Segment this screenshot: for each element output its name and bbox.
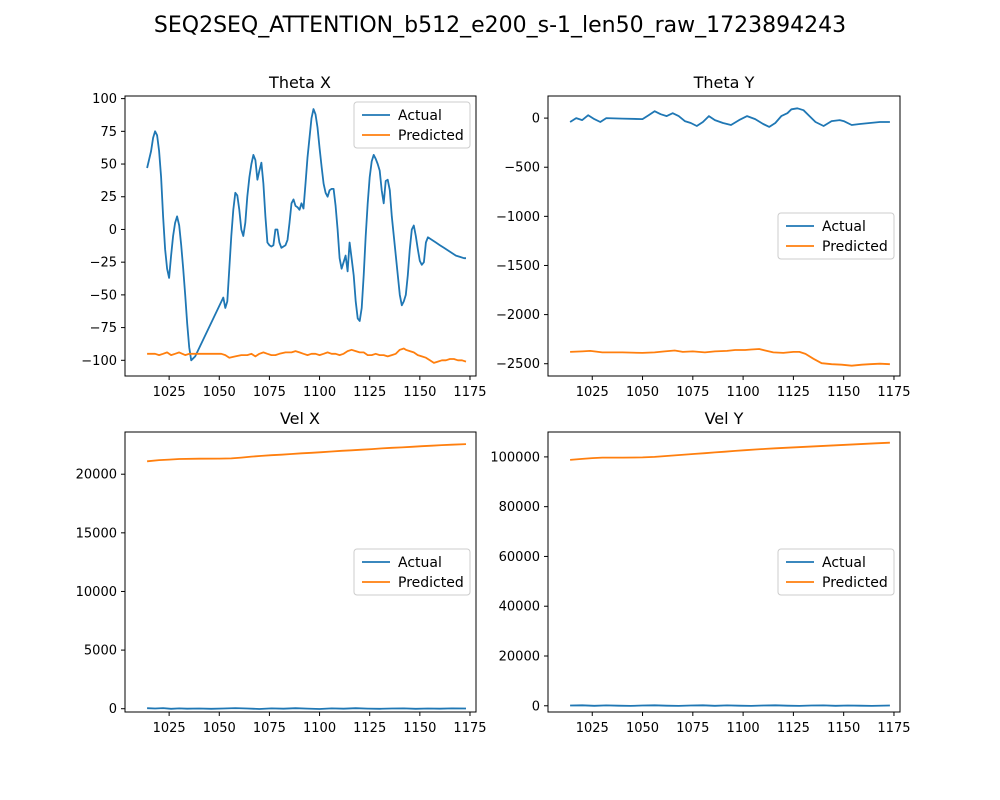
axes-frame [124, 431, 477, 713]
x-tick-label: 1050 [626, 385, 659, 400]
legend: Actual Predicted [353, 548, 471, 596]
x-tick-label: 1125 [353, 721, 386, 736]
legend: Actual Predicted [777, 548, 895, 596]
y-tick-label: −50 [90, 288, 117, 303]
y-tick-label: −75 [90, 321, 117, 336]
x-tick-label: 1075 [253, 385, 286, 400]
x-tick-label: 1150 [403, 721, 436, 736]
legend-label: Predicted [822, 575, 888, 591]
x-tick-label: 1175 [877, 385, 910, 400]
y-tick-label: 80000 [499, 500, 540, 515]
legend-label: Predicted [398, 575, 464, 591]
legend-label: Actual [822, 219, 866, 235]
x-tick-label: 1100 [303, 721, 336, 736]
y-tick-label: 20000 [499, 650, 540, 665]
y-tick-label: 40000 [499, 600, 540, 615]
legend: Actual Predicted [777, 212, 895, 260]
legend-box [353, 548, 471, 596]
axes-frame [124, 95, 477, 377]
subplot-theta-x: Theta X 1025 1050 1075 1100 1125 1150 1175 −100… [81, 73, 486, 400]
y-tick-label: −25 [90, 256, 117, 271]
x-tick-label: 1150 [827, 721, 860, 736]
series-line-predicted [570, 441, 890, 461]
x-tick-label: 1100 [727, 721, 760, 736]
y-tick-label: 50 [100, 158, 117, 173]
x-tick-label: 1175 [877, 721, 910, 736]
y-tick-label: 0 [109, 223, 117, 238]
axes-frame [547, 95, 901, 377]
x-tick-label: 1050 [203, 721, 236, 736]
x-tick-label: 1125 [353, 385, 386, 400]
x-tick-label: 1175 [453, 721, 486, 736]
y-tick-label: −1000 [496, 210, 540, 225]
y-tick-label: 0 [109, 702, 117, 717]
series-line-actual [147, 707, 467, 710]
legend-label: Predicted [822, 239, 888, 255]
subplot-vel-x: Vel X 1025 1050 1075 1100 1125 1150 1175 0 5000 1… [76, 409, 487, 736]
y-tick-label: 0 [532, 699, 540, 714]
subplot-title: Vel Y [705, 409, 744, 428]
x-tick-label: 1075 [676, 721, 709, 736]
x-tick-label: 1150 [827, 385, 860, 400]
legend-label: Actual [822, 555, 866, 571]
x-tick-label: 1150 [403, 385, 436, 400]
x-tick-label: 1025 [576, 385, 609, 400]
series-line-actual [146, 108, 466, 362]
series-line-actual [569, 107, 890, 128]
legend-box [353, 101, 471, 149]
x-tick-label: 1050 [203, 385, 236, 400]
x-tick-label: 1125 [777, 385, 810, 400]
legend: Actual Predicted [353, 101, 471, 149]
x-tick-label: 1075 [253, 721, 286, 736]
y-tick-label: −100 [81, 354, 117, 369]
series-line-actual [570, 704, 890, 707]
legend-label: Actual [398, 108, 442, 124]
subplot-title: Theta Y [693, 73, 755, 92]
series-line-predicted [147, 347, 467, 364]
y-tick-label: 20000 [76, 468, 117, 483]
subplot-vel-y: Vel Y 1025 1050 1075 1100 1125 1150 1175 0 20000… [490, 409, 910, 736]
y-tick-label: −2000 [496, 308, 540, 323]
x-tick-label: 1100 [303, 385, 336, 400]
y-tick-label: −2500 [496, 357, 540, 372]
subplot-title: Theta X [268, 73, 331, 92]
y-tick-label: 100 [92, 92, 117, 107]
series-line-predicted [147, 443, 467, 463]
x-tick-label: 1025 [153, 721, 186, 736]
x-tick-label: 1050 [626, 721, 659, 736]
subplot-title: Vel X [280, 409, 320, 428]
legend-label: Predicted [398, 128, 464, 144]
y-tick-label: 0 [532, 112, 540, 127]
x-tick-label: 1175 [453, 385, 486, 400]
series-line-predicted [570, 348, 890, 367]
y-tick-label: 100000 [490, 450, 540, 465]
y-tick-label: 25 [100, 190, 117, 205]
y-tick-label: −500 [504, 161, 540, 176]
figure-suptitle: SEQ2SEQ_ATTENTION_b512_e200_s-1_len50_ra… [154, 13, 846, 38]
legend-label: Actual [398, 555, 442, 571]
x-tick-label: 1075 [676, 385, 709, 400]
x-tick-label: 1100 [727, 385, 760, 400]
y-tick-label: 5000 [84, 644, 117, 659]
y-tick-label: −1500 [496, 259, 540, 274]
y-tick-label: 10000 [76, 585, 117, 600]
legend-box [777, 548, 895, 596]
y-tick-label: 15000 [76, 526, 117, 541]
y-tick-label: 60000 [499, 550, 540, 565]
y-tick-label: 75 [100, 125, 117, 140]
x-tick-label: 1025 [153, 385, 186, 400]
subplot-theta-y: Theta Y 1025 1050 1075 1100 1125 1150 1175 −250… [496, 73, 910, 400]
axes-frame [547, 431, 901, 713]
x-tick-label: 1125 [777, 721, 810, 736]
legend-box [777, 212, 895, 260]
x-tick-label: 1025 [576, 721, 609, 736]
